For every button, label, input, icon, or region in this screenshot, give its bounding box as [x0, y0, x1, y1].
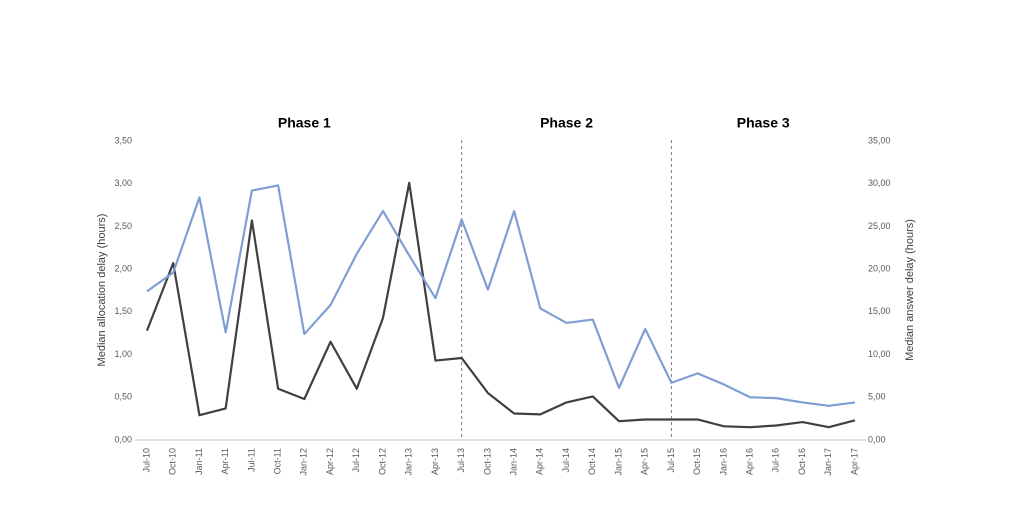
x-tick-label: Jul-16 [771, 448, 781, 473]
data-line [145, 181, 856, 429]
x-tick-label: Jul-14 [561, 448, 571, 473]
y-tick-label: 0,50 [114, 392, 132, 402]
x-tick-label: Apr-16 [744, 448, 754, 475]
y2-tick-label: 15,00 [868, 306, 891, 316]
x-tick-label: Jul-11 [246, 448, 256, 472]
y2-tick-label: 5,00 [868, 392, 886, 402]
x-tick-label: Jan-11 [194, 448, 204, 475]
y-tick-label: 3,00 [114, 178, 132, 188]
x-tick-label: Jan-17 [823, 448, 833, 476]
phase-label: Phase 3 [737, 115, 790, 131]
x-tick-label: Jan-16 [718, 448, 728, 476]
y-tick-label: 1,00 [114, 349, 132, 359]
x-tick-label: Apr-12 [325, 448, 335, 475]
x-tick-label: Apr-14 [535, 448, 545, 475]
x-tick-label: Jul-10 [141, 448, 151, 473]
x-tick-label: Apr-11 [220, 448, 230, 474]
x-tick-label: Oct-10 [168, 448, 178, 475]
x-tick-label: Jan-13 [404, 448, 414, 476]
x-tick-label: Oct-15 [692, 448, 702, 475]
x-tick-label: Jul-13 [456, 448, 466, 473]
y2-tick-label: 35,00 [868, 135, 891, 145]
y-tick-label: 2,50 [114, 221, 132, 231]
y2-tick-label: 20,00 [868, 264, 891, 274]
x-tick-label: Oct-13 [482, 448, 492, 475]
y2-axis-title: Median answer delay (hours) [904, 219, 916, 361]
x-tick-label: Oct-16 [797, 448, 807, 475]
x-tick-label: Apr-15 [640, 448, 650, 475]
y2-tick-label: 25,00 [868, 221, 891, 231]
y-axis-title: Median allocation delay (hours) [96, 214, 108, 367]
phase-label: Phase 2 [540, 115, 593, 131]
x-tick-label: Jul-15 [666, 448, 676, 473]
y2-tick-label: 30,00 [868, 178, 891, 188]
x-tick-label: Apr-13 [430, 448, 440, 475]
x-tick-label: Jan-14 [508, 448, 518, 476]
phase-label: Phase 1 [278, 115, 331, 131]
y-tick-label: 0,00 [114, 434, 132, 444]
x-tick-label: Jan-12 [299, 448, 309, 476]
x-tick-label: Oct-12 [377, 448, 387, 475]
y-tick-label: 1,50 [114, 306, 132, 316]
y-tick-label: 3,50 [114, 135, 132, 145]
x-tick-label: Jan-15 [613, 448, 623, 476]
x-tick-label: Oct-14 [587, 448, 597, 475]
y-tick-label: 2,00 [114, 264, 132, 274]
x-tick-label: Apr-17 [849, 448, 859, 475]
x-tick-label: Oct-11 [272, 448, 282, 474]
y2-tick-label: 10,00 [868, 349, 891, 359]
data-line [146, 184, 856, 407]
y2-tick-label: 0,00 [868, 434, 886, 444]
x-tick-label: Jul-12 [351, 448, 361, 473]
